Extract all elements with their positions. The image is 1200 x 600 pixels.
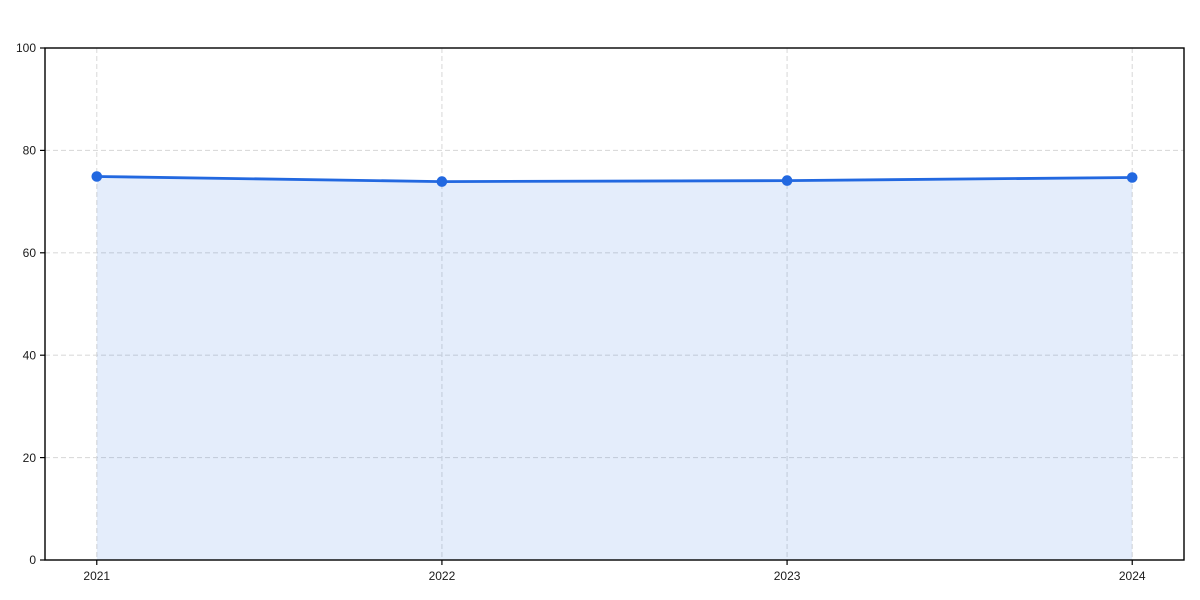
- data-point-2021: [91, 171, 103, 182]
- data-point-2023: [781, 175, 793, 186]
- x-tick-label-2023: 2023: [774, 569, 801, 583]
- y-tick-label-80: 80: [23, 144, 37, 158]
- y-tick-label-0: 0: [29, 553, 36, 567]
- data-point-2022: [436, 176, 448, 187]
- x-tick-label-2022: 2022: [429, 569, 456, 583]
- trend-line: [95, 175, 1134, 183]
- x-tick-label-2024: 2024: [1119, 569, 1146, 583]
- y-tick-label-60: 60: [23, 246, 37, 260]
- plot-frame: [44, 47, 1185, 561]
- y-tick-label-100: 100: [16, 41, 36, 55]
- x-tick-label-2021: 2021: [83, 569, 110, 583]
- y-tick-label-40: 40: [23, 348, 37, 362]
- area-fill: [96, 176, 1133, 560]
- data-point-2024: [1126, 172, 1138, 183]
- y-tick-label-20: 20: [23, 451, 37, 465]
